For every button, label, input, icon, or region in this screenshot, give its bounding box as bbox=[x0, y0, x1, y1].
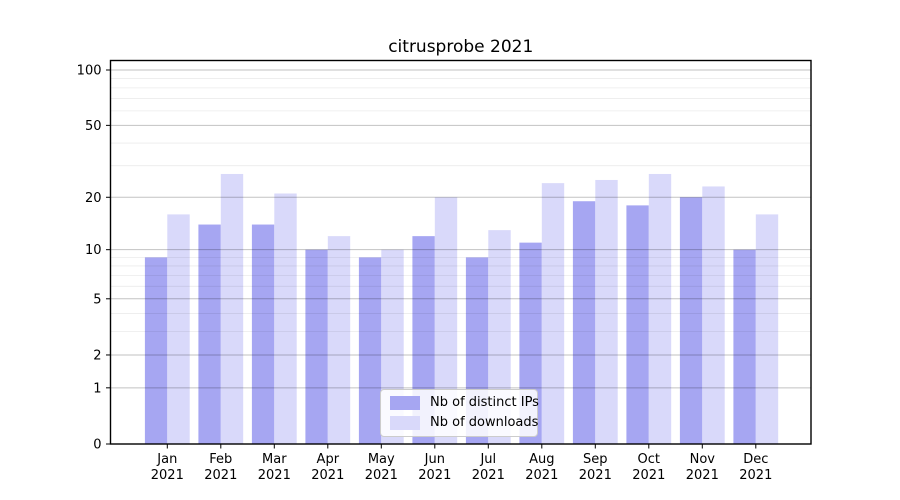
y-tick-label: 100 bbox=[77, 63, 102, 78]
bar-distinct-ips-mar bbox=[251, 224, 275, 444]
x-tick-label: Mar 2021 bbox=[258, 452, 291, 483]
legend-swatch-distinct-ips bbox=[390, 395, 420, 410]
x-tick-label: May 2021 bbox=[365, 452, 398, 483]
legend-item-downloads: Nb of downloads bbox=[390, 415, 538, 430]
bar-distinct-ips-dec bbox=[733, 249, 756, 444]
legend: Nb of distinct IPs Nb of downloads bbox=[380, 389, 539, 437]
y-tick-label: 0 bbox=[93, 438, 101, 453]
bar-distinct-ips-nov bbox=[679, 197, 703, 444]
bar-downloads-feb bbox=[220, 173, 244, 444]
plot-border bbox=[109, 59, 812, 445]
bar-distinct-ips-oct bbox=[626, 205, 649, 444]
chart-title: citrusprobe 2021 bbox=[388, 37, 533, 57]
bar-distinct-ips-jan bbox=[144, 257, 168, 444]
x-tick-label: Apr 2021 bbox=[311, 452, 344, 483]
legend-item-distinct-ips: Nb of distinct IPs bbox=[390, 395, 539, 410]
bar-distinct-ips-feb bbox=[198, 224, 221, 444]
y-tick-label: 1 bbox=[93, 381, 101, 396]
y-tick-label: 50 bbox=[85, 119, 102, 134]
bar-downloads-apr bbox=[327, 236, 351, 444]
x-tick-label: Oct 2021 bbox=[632, 452, 665, 483]
y-tick-label: 5 bbox=[93, 292, 101, 307]
bar-distinct-ips-apr bbox=[305, 249, 328, 444]
bar-downloads-mar bbox=[274, 193, 297, 444]
bar-downloads-dec bbox=[755, 214, 779, 444]
x-tick-label: Jul 2021 bbox=[472, 452, 505, 483]
legend-label-distinct-ips: Nb of distinct IPs bbox=[430, 395, 539, 410]
x-tick-label: Jun 2021 bbox=[418, 452, 451, 483]
x-tick-label: Sep 2021 bbox=[579, 452, 612, 483]
bar-downloads-jun bbox=[434, 197, 458, 444]
bar-downloads-aug bbox=[541, 183, 565, 444]
bar-distinct-ips-sep bbox=[572, 201, 596, 444]
bar-distinct-ips-may bbox=[358, 257, 382, 444]
y-tick-label: 2 bbox=[93, 348, 101, 363]
legend-label-downloads: Nb of downloads bbox=[430, 415, 539, 430]
x-tick-label: Dec 2021 bbox=[739, 452, 772, 483]
legend-swatch-downloads bbox=[390, 415, 420, 430]
bar-downloads-nov bbox=[702, 186, 725, 444]
y-tick-label: 10 bbox=[85, 243, 102, 258]
x-tick-label: Jan 2021 bbox=[151, 452, 184, 483]
x-tick-label: Feb 2021 bbox=[204, 452, 237, 483]
bar-downloads-jan bbox=[167, 214, 190, 444]
y-tick-label: 20 bbox=[85, 191, 102, 206]
x-tick-label: Nov 2021 bbox=[686, 452, 719, 483]
bar-downloads-sep bbox=[595, 179, 618, 444]
bar-downloads-oct bbox=[648, 173, 672, 444]
x-tick-label: Aug 2021 bbox=[525, 452, 558, 483]
